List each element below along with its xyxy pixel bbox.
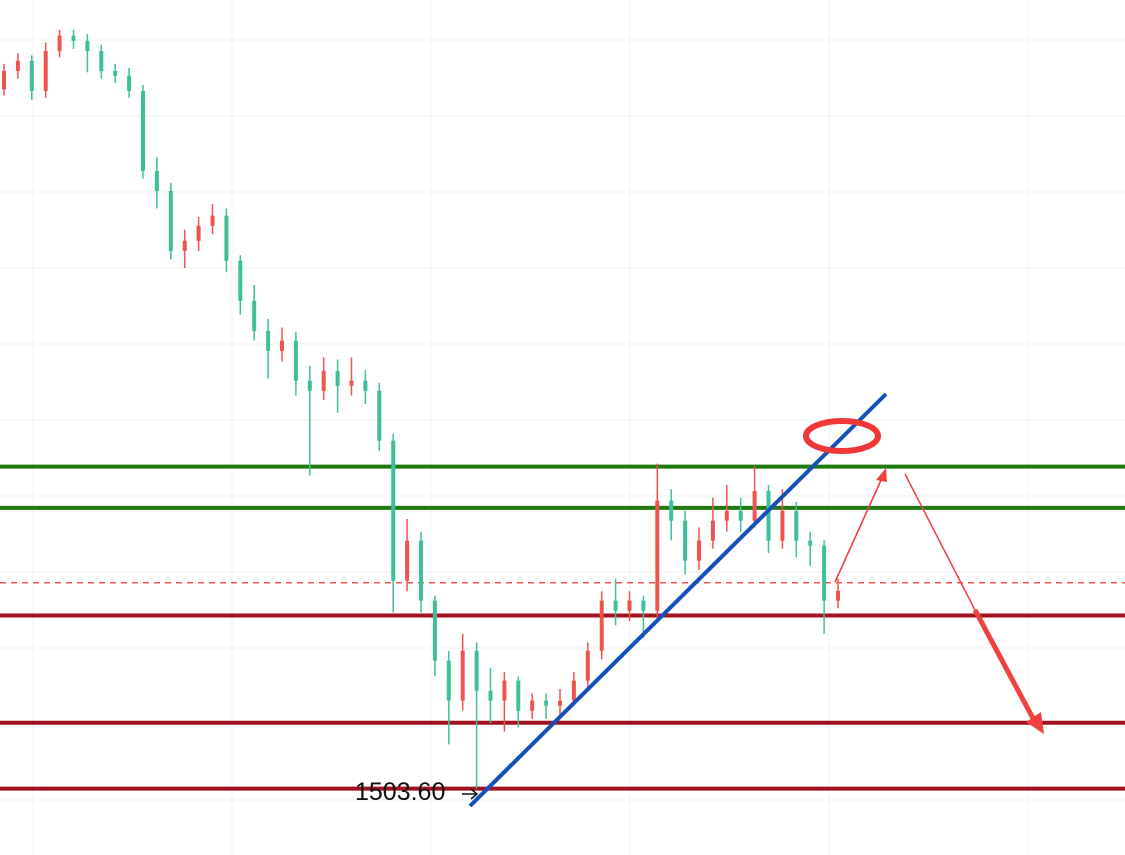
candle-body bbox=[502, 680, 507, 701]
candle-body bbox=[141, 91, 145, 171]
candle-body bbox=[266, 330, 271, 351]
candle-body bbox=[419, 540, 423, 601]
candle-body bbox=[15, 60, 20, 72]
candle-body bbox=[836, 590, 840, 601]
candle-body bbox=[43, 51, 48, 92]
candle-body bbox=[71, 35, 76, 41]
candle-body bbox=[544, 700, 549, 706]
candle-body bbox=[558, 700, 562, 706]
candle-body bbox=[363, 380, 368, 391]
levels bbox=[0, 464, 1125, 791]
candle-body bbox=[530, 700, 535, 711]
candle-body bbox=[210, 215, 215, 226]
trend-line bbox=[468, 392, 888, 808]
candle-body bbox=[99, 51, 104, 72]
candle-body bbox=[168, 190, 173, 251]
candle-body bbox=[182, 240, 187, 251]
candle-body bbox=[307, 380, 312, 391]
candle-body bbox=[697, 540, 701, 561]
candle-body bbox=[196, 225, 201, 241]
candle-body bbox=[293, 340, 298, 381]
candle-body bbox=[571, 680, 576, 701]
arrow-down-thick bbox=[972, 608, 1038, 724]
candle-body bbox=[29, 60, 34, 92]
candle-body bbox=[613, 600, 618, 611]
candle-body bbox=[710, 520, 715, 541]
candle-body bbox=[321, 370, 326, 391]
candle-body bbox=[794, 510, 799, 541]
candle-body bbox=[85, 40, 90, 52]
candle-body bbox=[488, 690, 493, 701]
candle-body bbox=[655, 500, 660, 611]
candle-body bbox=[516, 680, 521, 711]
candle-body bbox=[127, 75, 132, 92]
label-arrow-head bbox=[470, 788, 479, 800]
candle-body bbox=[780, 510, 785, 541]
candle-body bbox=[585, 650, 590, 681]
candle-body bbox=[641, 600, 646, 611]
candle-body bbox=[432, 600, 437, 661]
price-label: 1503.60 bbox=[355, 778, 445, 806]
candle-body bbox=[252, 300, 257, 331]
candle-body bbox=[335, 370, 340, 386]
candle-body bbox=[627, 600, 632, 611]
drawings bbox=[462, 392, 1044, 808]
candle-body bbox=[446, 660, 451, 701]
candle-body bbox=[377, 390, 382, 441]
candle-body bbox=[808, 540, 813, 546]
candle-body bbox=[460, 650, 465, 701]
candle-body bbox=[280, 340, 284, 351]
candle-body bbox=[766, 490, 771, 541]
candle-body bbox=[822, 545, 827, 601]
candle-body bbox=[238, 260, 243, 301]
candle-body bbox=[752, 490, 757, 521]
candle-body bbox=[2, 71, 6, 90]
highlight-ellipse bbox=[803, 418, 881, 454]
candles bbox=[2, 29, 840, 789]
candle-body bbox=[391, 440, 396, 581]
arrow-down-head bbox=[1026, 712, 1044, 734]
candle-body bbox=[154, 171, 159, 191]
candle-body bbox=[683, 520, 688, 561]
candle-body bbox=[405, 540, 410, 581]
candle-body bbox=[113, 71, 118, 76]
candle-body bbox=[738, 510, 743, 521]
arrow-down bbox=[904, 473, 976, 611]
arrow-up-head bbox=[876, 468, 887, 482]
candle-body bbox=[349, 380, 354, 386]
candle-body bbox=[57, 35, 62, 52]
candle-body bbox=[224, 215, 229, 261]
candle-body bbox=[669, 500, 674, 521]
candle-body bbox=[474, 650, 479, 691]
candle-body bbox=[599, 600, 604, 651]
candle-body bbox=[724, 510, 729, 521]
arrow-up bbox=[834, 477, 883, 583]
